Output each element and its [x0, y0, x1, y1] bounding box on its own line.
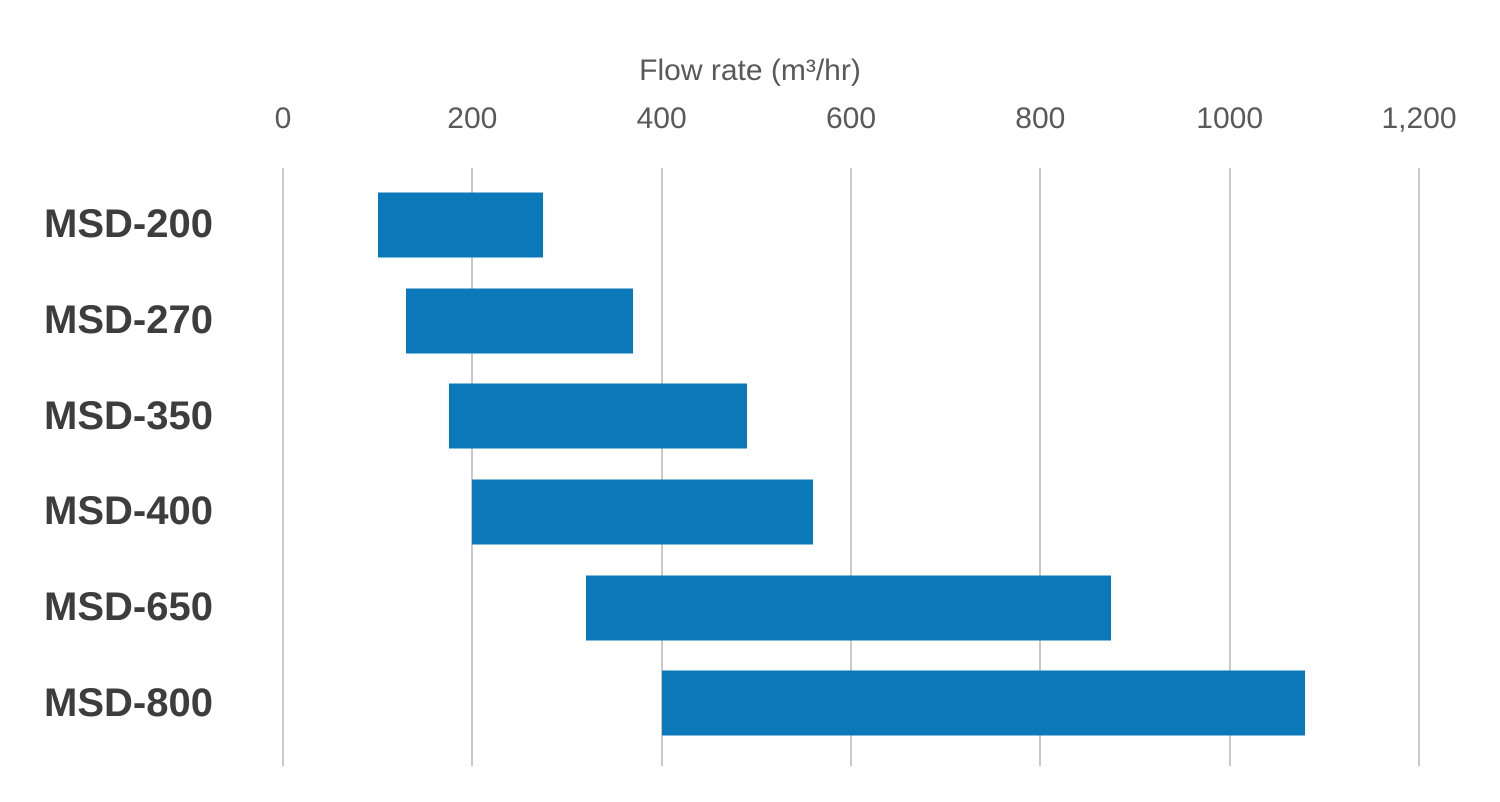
gridline: [282, 168, 284, 766]
category-label: MSD-200: [44, 202, 213, 247]
category-label: MSD-650: [44, 585, 213, 630]
x-axis-tick-label: 600: [825, 102, 877, 135]
category-row: MSD-200: [0, 177, 283, 273]
range-bar-msd-400: [472, 479, 814, 545]
plot-area: [282, 168, 1420, 766]
category-row: MSD-800: [0, 655, 283, 751]
x-axis-tick-label: 400: [636, 102, 687, 135]
x-axis-tick-label: 1000: [1196, 102, 1264, 135]
range-bar-msd-200: [377, 192, 544, 258]
category-label: MSD-350: [44, 393, 213, 438]
category-label: MSD-400: [44, 489, 213, 534]
gridline: [1039, 168, 1042, 766]
category-label: MSD-800: [44, 680, 213, 725]
bar-row: [283, 177, 1419, 273]
gridline: [660, 168, 663, 766]
bar-row: [283, 273, 1419, 369]
bars-layer: [283, 177, 1419, 751]
range-bar-msd-800: [661, 670, 1306, 736]
gridline: [1228, 168, 1231, 766]
x-axis-tick-label: 800: [1015, 102, 1066, 135]
x-axis-tick-label: 0: [274, 102, 292, 135]
x-axis-tick-label: 1,200: [1381, 102, 1457, 135]
category-row: MSD-350: [0, 368, 283, 464]
x-axis-tick-label: 200: [447, 102, 498, 135]
range-bar-msd-650: [585, 575, 1112, 641]
gridline: [850, 168, 852, 766]
x-axis: 0 200 400 600 800 1000 1,200: [275, 102, 1457, 144]
range-bar-msd-350: [448, 383, 747, 449]
category-row: MSD-270: [0, 273, 283, 369]
gridline: [471, 168, 474, 766]
chart-title: Flow rate (m³/hr): [639, 54, 861, 87]
category-labels: MSD-200 MSD-270 MSD-350 MSD-400 MSD-650 MSD-8…: [0, 177, 283, 751]
category-row: MSD-650: [0, 560, 283, 656]
category-row: MSD-400: [0, 464, 283, 560]
bar-row: [283, 560, 1419, 656]
bar-row: [283, 368, 1419, 464]
gridline: [1418, 168, 1420, 766]
bar-row: [283, 655, 1419, 751]
bar-row: [283, 464, 1419, 560]
category-label: MSD-270: [44, 298, 213, 342]
range-bar-msd-270: [406, 288, 634, 353]
